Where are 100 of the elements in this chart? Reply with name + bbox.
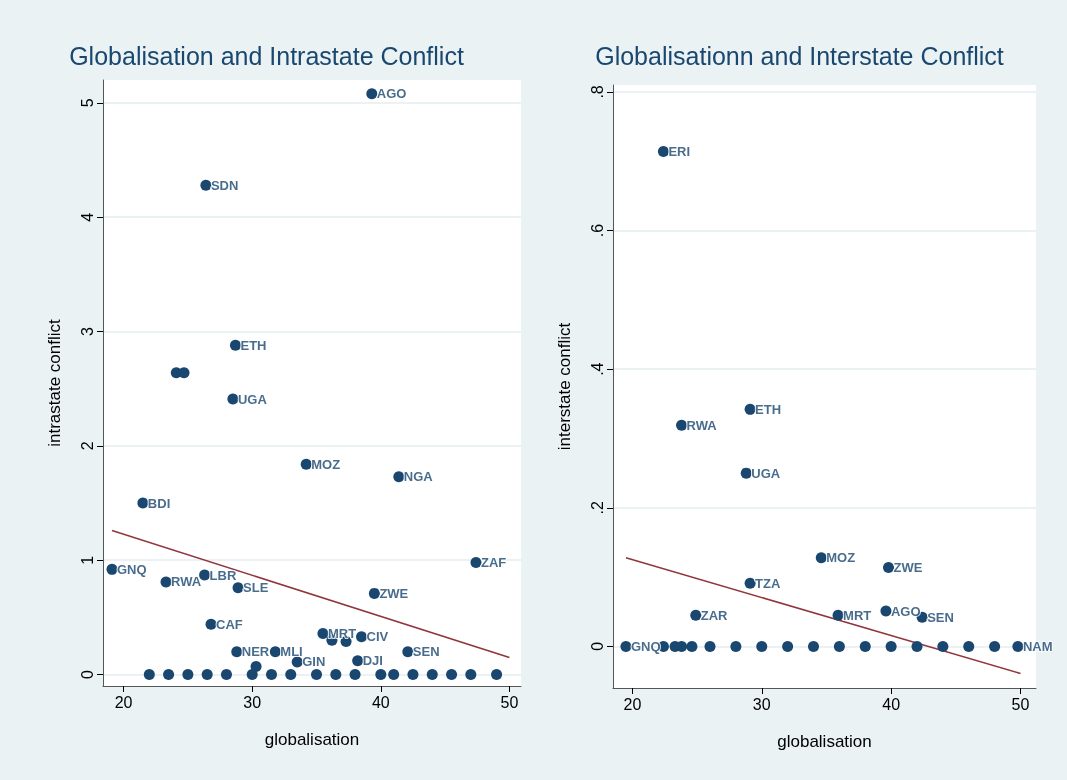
annotation: UGA — [751, 465, 781, 481]
y-tick-label: 3 — [78, 327, 96, 336]
annotation: LBR — [209, 567, 237, 583]
annotation: NGA — [403, 469, 434, 485]
annotation: ZAF — [480, 555, 507, 571]
annotation: MLI — [280, 644, 303, 660]
chart-title: Globalisation and Intrastate Conflict — [69, 41, 464, 70]
annotation: CIV — [366, 629, 389, 645]
point — [201, 669, 213, 681]
x-axis-title: globalisation — [777, 732, 872, 751]
annotation: AGO — [890, 603, 921, 619]
annotation: TZA — [755, 575, 781, 591]
annotation: BDI — [147, 495, 171, 511]
point — [205, 618, 217, 630]
point — [317, 627, 329, 639]
point — [883, 561, 895, 573]
annotation: ETH — [755, 401, 782, 417]
annotation: SDN — [210, 177, 239, 193]
point — [232, 582, 244, 594]
point — [231, 646, 243, 658]
point — [446, 669, 458, 681]
annotation: RWA — [686, 417, 718, 433]
x-tick-label: 20 — [114, 693, 133, 711]
point — [246, 669, 258, 681]
point — [229, 339, 241, 351]
annotation: GNQ — [117, 561, 147, 577]
chart-title: Globalisationn and Interstate Conflict — [595, 41, 1004, 70]
point — [182, 669, 194, 681]
annotation: NAM — [1022, 638, 1053, 654]
annotation: AGO — [376, 86, 407, 102]
y-tick-label: 1 — [78, 555, 96, 565]
point — [744, 403, 756, 415]
point — [859, 640, 871, 652]
point — [375, 669, 387, 681]
point — [285, 669, 297, 681]
x-tick-label: 40 — [371, 693, 390, 711]
point — [388, 669, 400, 681]
point — [657, 146, 669, 158]
point — [106, 563, 118, 575]
point — [470, 557, 482, 569]
point — [833, 640, 845, 652]
point — [266, 669, 277, 681]
point — [300, 458, 312, 470]
point — [704, 640, 716, 652]
annotation: NER — [241, 644, 270, 660]
point — [352, 655, 364, 667]
point — [163, 669, 175, 681]
annotation: ERI — [668, 144, 691, 160]
point — [220, 669, 232, 681]
annotation: CAF — [216, 616, 243, 632]
x-tick-label: 30 — [752, 695, 771, 713]
x-axis-title: globalisation — [264, 730, 360, 749]
point — [880, 605, 892, 617]
annotation: ETH — [240, 337, 267, 353]
annotation: MOZ — [311, 456, 341, 472]
point — [465, 669, 477, 681]
point — [815, 552, 827, 564]
point — [311, 669, 322, 681]
point — [402, 646, 414, 658]
point — [393, 471, 405, 483]
point — [911, 640, 923, 652]
x-tick-label: 30 — [243, 693, 262, 711]
point — [756, 640, 768, 652]
y-tick-label: 2 — [78, 441, 96, 451]
point — [491, 669, 503, 681]
y-tick-label: .8 — [588, 85, 606, 99]
y-tick-label: 5 — [78, 98, 96, 108]
point — [937, 640, 949, 652]
x-tick-label: 50 — [500, 693, 519, 711]
annotation: MRT — [843, 607, 872, 623]
point — [730, 640, 742, 652]
x-tick-label: 50 — [1011, 695, 1030, 713]
point — [356, 631, 368, 643]
point — [366, 88, 378, 100]
point — [269, 646, 281, 658]
point — [885, 640, 897, 652]
point — [744, 577, 756, 589]
point — [808, 640, 819, 652]
annotation: UGA — [237, 391, 268, 407]
annotation: ZWE — [379, 585, 409, 601]
y-tick-label: .6 — [588, 223, 606, 238]
y-axis-title: interstate conflict — [555, 322, 574, 451]
y-tick-label: .4 — [588, 362, 606, 376]
point — [143, 669, 155, 681]
point — [782, 640, 794, 652]
annotation: DJI — [362, 653, 383, 669]
x-tick-label: 20 — [623, 695, 642, 713]
y-tick-label: 0 — [588, 641, 606, 651]
annotation: MOZ — [826, 550, 856, 566]
point — [620, 640, 632, 652]
point — [676, 419, 688, 431]
y-tick-label: 4 — [78, 212, 96, 222]
y-axis-title: intrastate conflict — [45, 318, 64, 447]
point — [330, 669, 342, 681]
point — [989, 640, 1001, 652]
point — [690, 609, 702, 621]
annotation: GIN — [302, 654, 326, 670]
annotation: SEN — [927, 609, 954, 625]
y-tick-label: .2 — [588, 501, 606, 515]
point — [426, 669, 438, 681]
